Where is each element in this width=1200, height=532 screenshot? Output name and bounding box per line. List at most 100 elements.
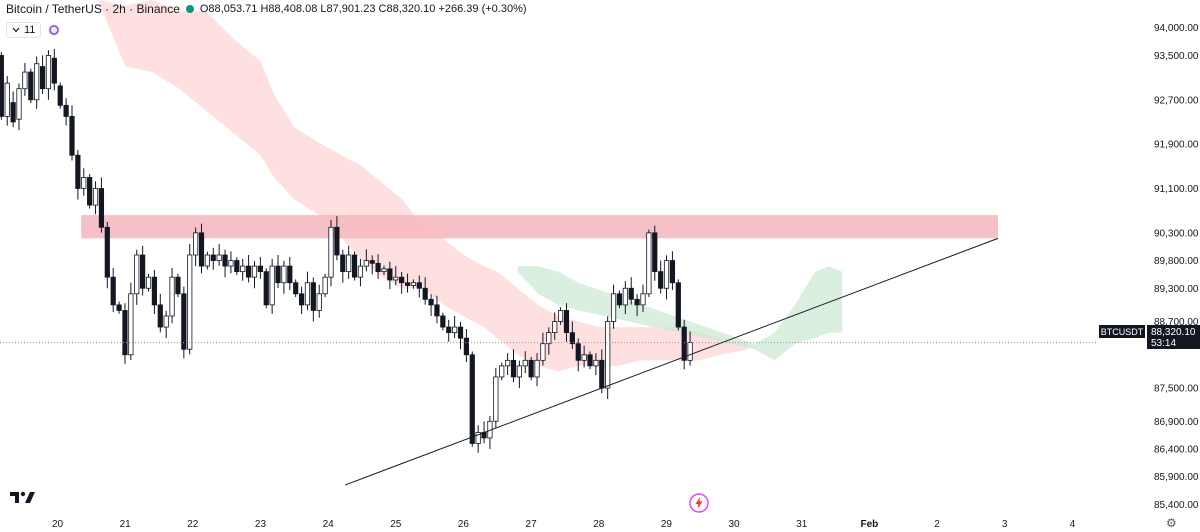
candle-body-down <box>310 282 316 311</box>
candle <box>22 62 28 96</box>
candle <box>499 362 505 381</box>
change-value: +266.39 (+0.30%) <box>438 3 527 15</box>
candle-body-down <box>157 304 163 328</box>
y-tick-label: 88,700.00 <box>1154 317 1199 328</box>
candle <box>581 345 587 368</box>
candle-body-up <box>187 254 193 350</box>
indicators-toggle-button[interactable]: 11 <box>6 22 42 38</box>
candle-body-up <box>346 254 352 273</box>
time-axis[interactable]: 20 21 22 23 24 25 26 27 28 29 30 31 Feb 2 3 4 <box>52 519 1076 530</box>
candle <box>110 268 116 313</box>
y-tick-label: 85,900.00 <box>1154 472 1199 483</box>
y-tick-label: 90,300.00 <box>1154 228 1199 239</box>
ascending-trendline[interactable] <box>344 237 999 486</box>
candle-body-up <box>475 431 481 444</box>
candle-body-down <box>257 265 263 273</box>
candle-body-down <box>116 304 122 311</box>
resistance-zone[interactable] <box>81 215 998 239</box>
candle <box>163 310 169 339</box>
candle <box>387 261 393 290</box>
candle <box>563 303 570 342</box>
candle <box>446 319 452 342</box>
candle <box>28 68 34 104</box>
candle-body-up <box>169 276 175 317</box>
candle-body-down <box>98 188 105 228</box>
candle <box>181 286 187 359</box>
candle-body-up <box>663 260 670 289</box>
candle-body-up <box>16 88 22 120</box>
candle <box>434 295 440 324</box>
candle-body-down <box>234 260 240 273</box>
candle-body-down <box>181 293 187 350</box>
candle <box>269 258 275 315</box>
x-tick-label: 23 <box>255 519 267 530</box>
candle-body-up <box>522 359 528 367</box>
candle-body-up <box>128 293 134 356</box>
candle <box>34 56 40 109</box>
candle-body-down <box>57 85 63 106</box>
tradingview-logo-icon[interactable] <box>10 489 36 505</box>
refresh-icon[interactable] <box>47 23 61 37</box>
candle <box>45 50 52 100</box>
candle <box>251 260 258 289</box>
candle <box>175 273 181 298</box>
candle <box>257 256 263 279</box>
candle <box>151 269 158 315</box>
candle-body-down <box>75 154 81 189</box>
y-tick-label: 87,500.00 <box>1154 384 1199 395</box>
candle <box>422 277 428 305</box>
candle <box>51 49 57 91</box>
candle <box>39 55 46 94</box>
price-label-value-bg <box>1147 325 1200 349</box>
candle <box>457 321 464 350</box>
y-tick-label: 89,800.00 <box>1154 256 1199 267</box>
candle-body-up <box>546 332 552 345</box>
candle <box>210 247 216 270</box>
candle <box>340 249 346 283</box>
candle <box>399 271 405 294</box>
candle-body-up <box>240 265 246 273</box>
candle <box>198 223 205 274</box>
candle <box>381 265 387 275</box>
symbol-title[interactable]: Bitcoin / TetherUS · 2h · Binance <box>6 2 180 16</box>
x-tick-label: 25 <box>390 519 402 530</box>
candle <box>140 245 146 296</box>
gear-icon[interactable]: ⚙ <box>1166 516 1177 530</box>
candle <box>122 303 128 364</box>
candle <box>428 294 434 316</box>
candle <box>75 149 81 200</box>
candle <box>569 321 575 349</box>
candle-body-down <box>263 271 269 306</box>
candle-body-up <box>687 342 693 361</box>
candle <box>275 255 281 288</box>
candle-body-up <box>357 265 364 278</box>
candle-body-down <box>140 254 146 289</box>
chart-header: Bitcoin / TetherUS · 2h · Binance O88,05… <box>6 2 527 16</box>
candle <box>493 367 499 429</box>
candle <box>169 268 175 324</box>
candle <box>145 273 152 292</box>
candle-body-down <box>658 271 664 289</box>
y-tick-label: 91,900.00 <box>1154 140 1199 151</box>
candle-body-up <box>646 232 652 295</box>
candle <box>546 327 552 355</box>
candle-body-up <box>363 260 369 267</box>
low-value: L87,901.23 <box>320 3 376 15</box>
candle-body-down <box>210 254 216 261</box>
lightning-icon[interactable] <box>689 493 709 513</box>
price-axis[interactable]: 94,000.00 93,500.00 92,700.00 91,900.00 91,1… <box>1154 23 1199 511</box>
candle <box>228 251 234 274</box>
candle <box>234 257 240 275</box>
x-tick-label: 2 <box>934 519 940 530</box>
candle <box>528 357 534 381</box>
chevron-down-icon <box>12 27 20 33</box>
candle-body-down <box>375 262 381 273</box>
candle <box>593 353 599 376</box>
candle <box>652 225 658 281</box>
candle <box>487 416 493 450</box>
candle-body-up <box>45 55 52 90</box>
candle-body-up <box>622 287 628 306</box>
candle-body-up <box>493 376 499 422</box>
market-status-dot <box>185 5 194 13</box>
